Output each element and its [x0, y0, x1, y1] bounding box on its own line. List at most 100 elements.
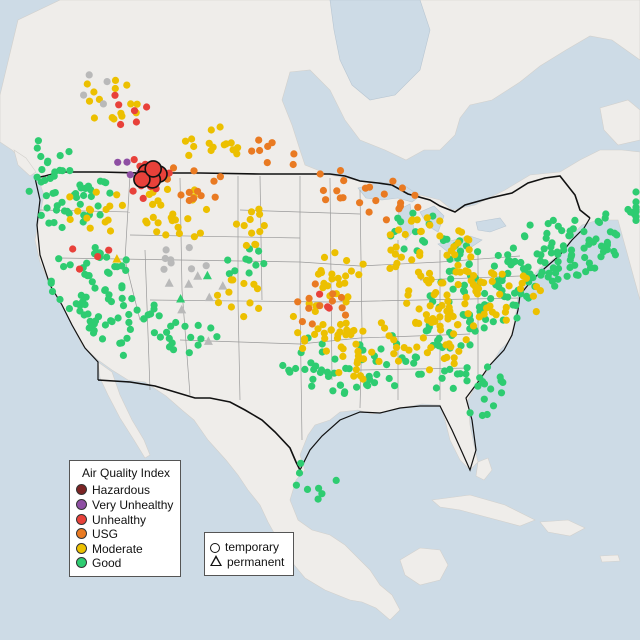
usg-monitor-dot	[185, 196, 193, 205]
good-monitor-dot	[363, 381, 371, 389]
good-monitor-dot	[449, 384, 457, 392]
usg-monitor-dot	[398, 184, 406, 192]
legend-label: Good	[92, 556, 122, 570]
usg-monitor-dot	[185, 188, 193, 196]
good-monitor-dot	[554, 258, 562, 266]
moderate-monitor-dot	[149, 213, 157, 221]
moderate-monitor-dot	[505, 282, 513, 290]
vancouver-island	[13, 149, 37, 177]
moderate-monitor-dot	[436, 322, 444, 330]
moderate-monitor-dot	[454, 261, 462, 269]
moderate-monitor-dot	[347, 267, 355, 275]
moderate-monitor-dot	[397, 253, 405, 261]
moderate-monitor-dot	[393, 259, 401, 267]
good-monitor-dot	[520, 232, 529, 240]
good-monitor-dot	[595, 218, 604, 227]
good-monitor-dot	[65, 305, 73, 313]
moderate-monitor-dot	[413, 216, 421, 224]
good-monitor-dot	[606, 228, 615, 236]
moderate-monitor-dot	[353, 359, 361, 367]
good-monitor-dot	[103, 253, 111, 261]
moderate-monitor-dot	[425, 279, 433, 287]
good-monitor-dot	[150, 301, 158, 309]
good-monitor-dot	[329, 387, 337, 395]
inactive-monitor-dot	[103, 78, 111, 86]
good-monitor-dot	[245, 256, 253, 264]
moderate-monitor-dot	[440, 354, 448, 363]
moderate-monitor-dot	[202, 205, 211, 214]
unhealthy-monitor-dot	[115, 101, 123, 109]
good-monitor-dot	[345, 365, 353, 373]
moderate-monitor-dot	[415, 319, 423, 327]
moderate-monitor-dot	[483, 304, 491, 312]
moderate-monitor-dot	[469, 322, 478, 330]
good-monitor-dot	[308, 382, 316, 390]
good-monitor-dot	[46, 174, 54, 182]
moderate-monitor-dot	[260, 222, 268, 230]
usg-monitor-dot	[308, 320, 316, 328]
state-line	[149, 297, 521, 303]
good-monitor-dot	[213, 333, 221, 341]
moderate-monitor-dot	[444, 315, 452, 323]
unhealthy-monitor-dot	[69, 245, 77, 253]
good-monitor-dot	[587, 238, 595, 246]
good-monitor-dot	[114, 314, 122, 322]
good-monitor-dot	[632, 198, 640, 206]
good-monitor-dot	[194, 321, 202, 329]
us-west-coastline	[34, 177, 99, 380]
moderate-monitor-dot	[327, 326, 335, 334]
moderate-monitor-dot	[480, 279, 488, 287]
moderate-monitor-dot	[229, 276, 237, 284]
moderate-monitor-dot	[102, 205, 110, 214]
good-monitor-dot	[279, 361, 287, 370]
moderate-monitor-dot	[255, 205, 263, 213]
inactive-monitor-dot	[202, 262, 210, 270]
usg-monitor-dot	[311, 280, 319, 288]
legend-label: USG	[92, 527, 119, 541]
moderate-monitor-dot	[234, 144, 242, 152]
usg-monitor-dot	[210, 177, 218, 185]
moderate-monitor-dot	[352, 340, 360, 348]
usg-monitor-dot	[341, 311, 350, 319]
moderate-monitor-dot	[502, 303, 510, 311]
good-monitor-dot	[187, 333, 195, 341]
good-monitor-dot	[51, 189, 59, 197]
moderate-monitor-dot	[225, 288, 233, 296]
good-monitor-dot	[76, 200, 84, 208]
good-monitor-dot	[181, 322, 189, 330]
us-canada-border	[34, 171, 591, 219]
permanent-site-marker	[177, 304, 187, 314]
moderate-monitor-dot	[427, 344, 435, 352]
permanent-site-marker	[184, 279, 194, 288]
moderate-monitor-dot	[516, 285, 525, 293]
moderate-monitor-dot	[395, 226, 403, 234]
usg-monitor-dot	[305, 304, 313, 312]
moderate-monitor-dot	[462, 293, 470, 301]
temporary-hotspot-markers	[133, 160, 168, 189]
moderate-monitor-dot	[392, 343, 401, 351]
good-monitor-dot	[172, 318, 180, 327]
moderate-monitor-dot	[314, 325, 322, 333]
moderate-monitor-dot	[86, 224, 94, 232]
good-monitor-dot	[497, 377, 505, 385]
good-monitor-dot	[168, 339, 176, 347]
usg-monitor-dot	[248, 147, 256, 155]
good-monitor-dot	[33, 144, 41, 152]
good-monitor-dot	[480, 380, 489, 388]
unhealthy-monitor-dot	[94, 253, 102, 261]
good-monitor-dot	[526, 221, 534, 229]
moderate-monitor-dot	[110, 115, 118, 123]
state-line	[237, 176, 241, 401]
good-monitor-dot	[44, 157, 52, 165]
moderate-monitor-dot	[142, 217, 150, 225]
good-monitor-dot	[53, 202, 61, 210]
usg-monitor-dot	[319, 186, 327, 195]
inactive-monitor-dot	[162, 246, 170, 254]
good-monitor-dot	[513, 314, 521, 322]
usg-monitor-dot	[372, 197, 380, 205]
inactive-monitor-dot	[185, 244, 193, 252]
good-monitor-dot	[25, 187, 33, 195]
good-monitor-dot	[463, 377, 471, 385]
moderate-monitor-dot	[319, 321, 327, 329]
good-monitor-dot	[87, 186, 95, 194]
